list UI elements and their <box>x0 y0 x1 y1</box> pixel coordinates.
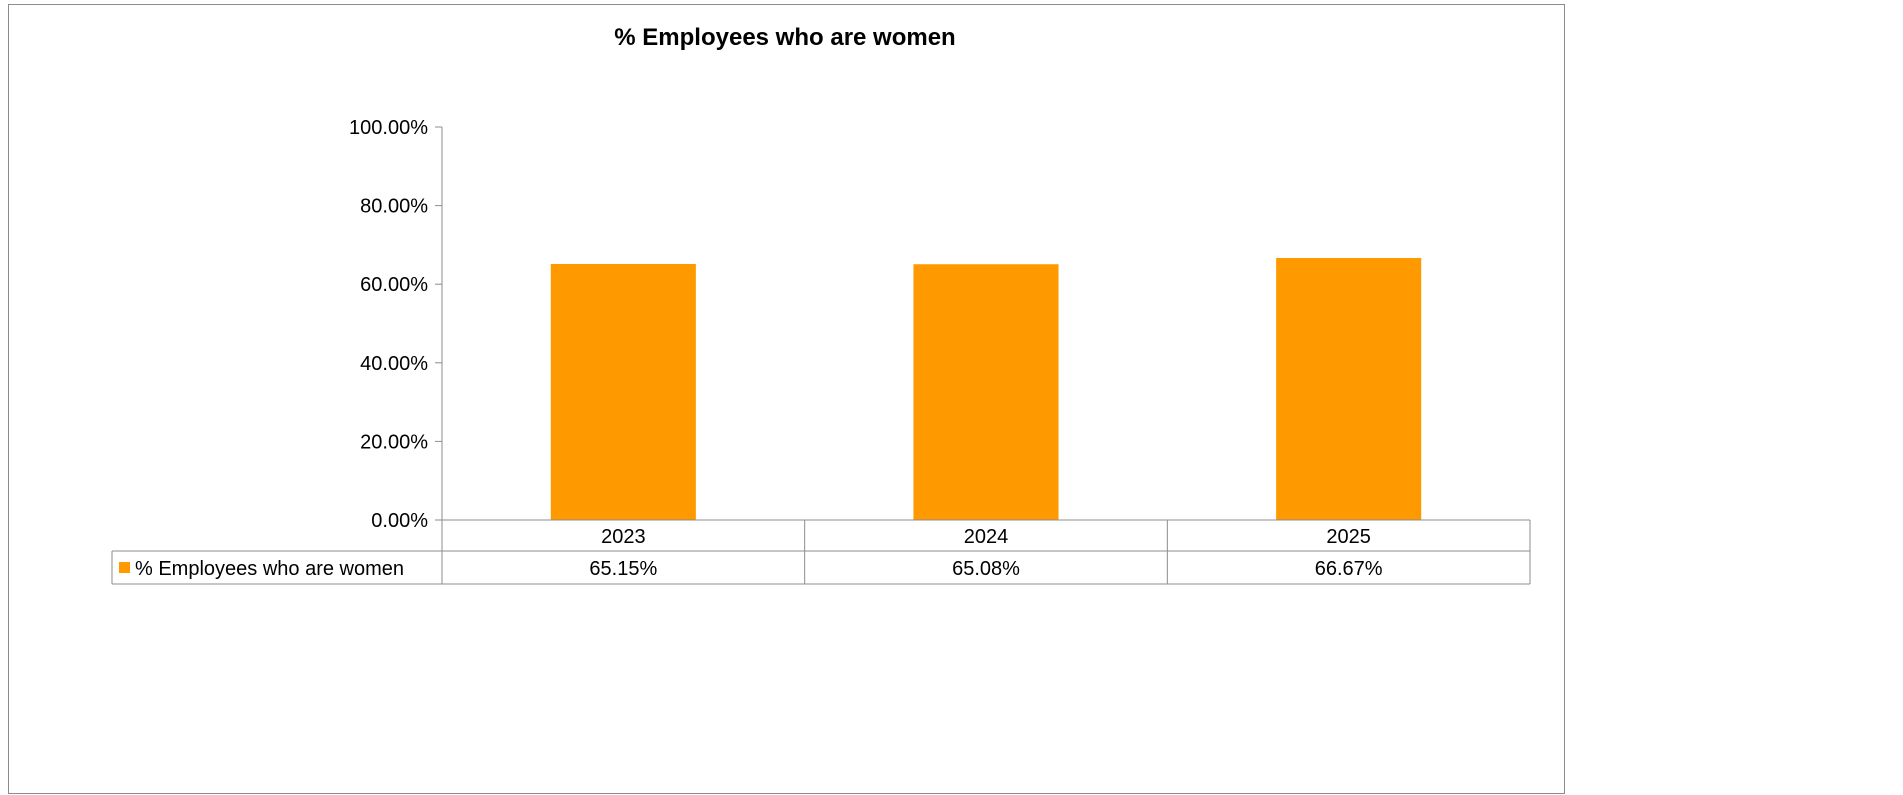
bar-2023 <box>550 263 696 520</box>
y-tick-label: 0.00% <box>371 510 428 532</box>
chart-title: % Employees who are women <box>614 24 955 51</box>
y-tick-label: 100.00% <box>349 117 428 139</box>
bar-2025 <box>1276 257 1422 520</box>
x-category-label: 2025 <box>1326 526 1371 548</box>
y-tick-label: 40.00% <box>360 353 428 375</box>
data-table-value: 65.08% <box>952 558 1020 580</box>
legend-series-name: % Employees who are women <box>135 558 404 580</box>
data-table-value: 65.15% <box>589 558 657 580</box>
y-tick-label: 20.00% <box>360 431 428 453</box>
legend-swatch <box>119 562 130 573</box>
bar-2024 <box>913 264 1059 520</box>
data-table-value: 66.67% <box>1315 558 1383 580</box>
x-category-label: 2024 <box>964 526 1009 548</box>
y-tick-label: 60.00% <box>360 274 428 296</box>
x-category-label: 2023 <box>601 526 646 548</box>
bars <box>550 257 1422 520</box>
data-table: 2023 2024 2025 % Employees who are women 65.… <box>111 519 1531 585</box>
y-tick-label: 80.00% <box>360 196 428 218</box>
